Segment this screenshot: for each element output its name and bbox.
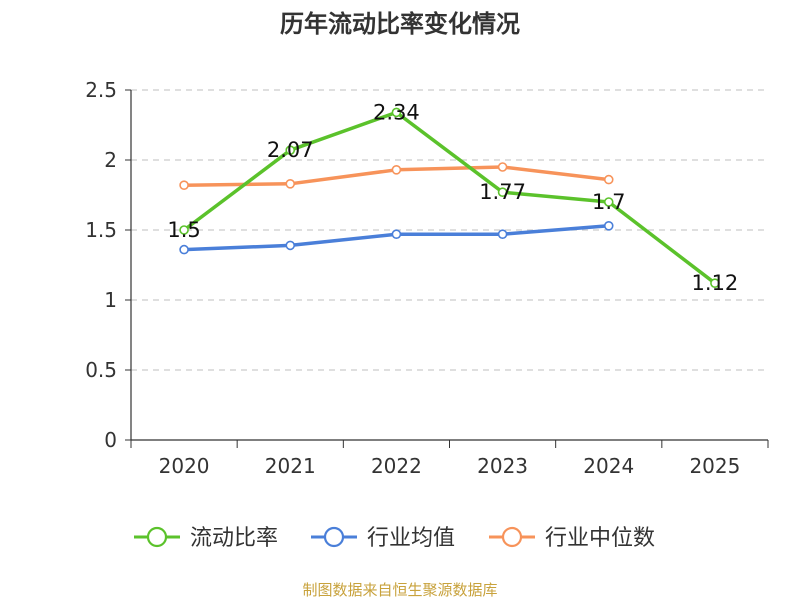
x-tick-label: 2024 <box>583 454 634 478</box>
data-label: 2.07 <box>267 138 314 162</box>
series-layer <box>179 107 720 289</box>
x-tick-label: 2020 <box>159 454 210 478</box>
legend-swatch-marker <box>146 526 168 548</box>
y-tick-label: 1 <box>104 288 117 312</box>
data-point <box>285 145 296 155</box>
x-tick-label: 2022 <box>371 454 422 478</box>
data-point <box>179 180 189 190</box>
y-tick-label: 0 <box>104 428 117 452</box>
axis-layer: 0 0.5 1 1.5 2 2.5 2020 2021 2022 2023 2024 2025 <box>85 78 769 478</box>
data-point <box>497 162 508 172</box>
data-point <box>603 221 614 231</box>
data-point <box>179 225 189 235</box>
legend-swatch-marker <box>501 526 523 548</box>
series-0 <box>179 107 720 289</box>
series-2 <box>179 162 614 190</box>
x-tick-label: 2023 <box>477 454 528 478</box>
data-point <box>603 174 614 185</box>
legend-item-1: 行业均值 <box>311 526 455 551</box>
source-note: 制图数据来自恒生聚源数据库 <box>302 581 497 599</box>
data-point <box>710 278 720 289</box>
grid-layer <box>131 89 768 371</box>
data-point <box>285 179 296 189</box>
data-label-layer: 1.5 2.07 2.34 1.77 1.7 1.12 <box>167 100 738 295</box>
data-label: 1.7 <box>592 190 625 214</box>
data-point <box>497 229 508 239</box>
legend-label: 行业均值 <box>367 526 455 551</box>
chart-title: 历年流动比率变化情况 <box>280 10 520 38</box>
legend-label: 流动比率 <box>190 526 278 551</box>
data-label: 2.34 <box>373 100 420 124</box>
data-point <box>391 229 402 239</box>
data-point <box>603 197 614 207</box>
data-point <box>179 244 189 255</box>
legend-item-2: 行业中位数 <box>489 526 655 551</box>
data-point <box>391 165 402 175</box>
data-point <box>285 240 296 251</box>
x-tick-label: 2025 <box>689 454 740 478</box>
y-tick-label: 0.5 <box>85 358 117 382</box>
data-point <box>497 187 508 197</box>
y-tick-label: 2.5 <box>85 78 117 102</box>
legend-item-0: 流动比率 <box>134 526 278 551</box>
series-1 <box>179 221 614 255</box>
data-label: 1.77 <box>479 180 526 204</box>
y-tick-label: 1.5 <box>85 218 117 242</box>
legend: 流动比率 行业均值 行业中位数 <box>134 526 655 551</box>
y-tick-label: 2 <box>104 148 117 172</box>
legend-label: 行业中位数 <box>545 526 655 551</box>
data-point <box>391 107 402 118</box>
x-tick-label: 2021 <box>265 454 316 478</box>
data-label: 1.12 <box>692 271 739 295</box>
series-line <box>182 110 717 285</box>
data-label: 1.5 <box>167 218 200 242</box>
legend-swatch-marker <box>323 526 345 548</box>
